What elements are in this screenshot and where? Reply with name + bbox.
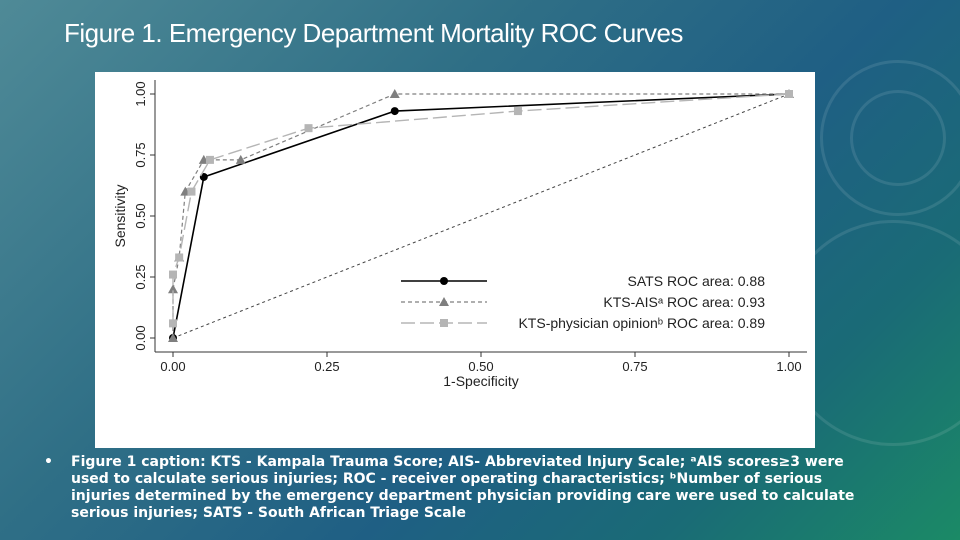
roc-chart-panel: 0.00 0.00 0.25 0.25 0.50 0.50 0.75 0.75 1.00 1.00… — [95, 72, 815, 448]
x-axis-label: 1-Specificity — [443, 373, 518, 389]
data-point — [168, 333, 178, 342]
data-point — [169, 270, 177, 279]
x-tick-label: 1.00 — [776, 359, 801, 374]
roc-chart: 0.00 0.00 0.25 0.25 0.50 0.50 0.75 0.75 1.00 1.00… — [112, 80, 807, 389]
series-line — [172, 93, 789, 338]
data-point — [168, 284, 178, 294]
data-point — [785, 90, 793, 98]
x-tick-label: 0.75 — [622, 359, 647, 374]
data-point — [187, 187, 196, 196]
data-point — [205, 155, 214, 164]
y-axis-label: Sensitivity — [112, 184, 128, 247]
caption-bullet: • — [44, 454, 53, 470]
data-point — [169, 319, 177, 328]
data-point — [175, 253, 184, 262]
legend-label: KTS-AISᵃ ROC area: 0.93 — [603, 294, 765, 310]
x-tick-label: 0.25 — [314, 359, 339, 374]
legend-label: SATS ROC area: 0.88 — [628, 273, 766, 289]
y-tick-label: 1.00 — [133, 81, 148, 106]
x-tick-label: 0.50 — [468, 359, 493, 374]
legend-marker — [439, 297, 449, 306]
y-tick-label: 0.75 — [133, 142, 148, 167]
data-point — [235, 154, 246, 164]
data-point — [513, 107, 522, 116]
legend-marker — [440, 319, 448, 327]
slide-title: Figure 1. Emergency Department Mortality… — [64, 18, 683, 48]
decorative-ring — [820, 60, 960, 216]
legend-label: KTS-physician opinionᵇ ROC area: 0.89 — [518, 315, 765, 331]
series-line — [172, 93, 790, 339]
data-point — [390, 107, 399, 116]
y-tick-label: 0.00 — [133, 325, 148, 350]
data-point — [389, 89, 400, 98]
y-tick-label: 0.50 — [133, 203, 148, 228]
figure-caption: • Figure 1 caption: KTS - Kampala Trauma… — [44, 454, 874, 522]
x-tick-label: 0.00 — [160, 359, 185, 374]
caption-text: Figure 1 caption: KTS - Kampala Trauma S… — [71, 454, 855, 521]
legend-marker — [440, 277, 448, 285]
reference-diagonal-line — [172, 93, 790, 339]
data-point — [304, 124, 313, 133]
decorative-ring — [850, 90, 946, 186]
y-tick-label: 0.25 — [133, 264, 148, 289]
